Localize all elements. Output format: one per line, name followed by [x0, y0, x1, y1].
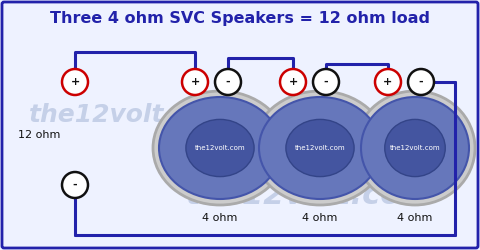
Text: -: - [419, 77, 423, 87]
Text: the12volt.com: the12volt.com [195, 145, 245, 151]
Circle shape [313, 69, 339, 95]
Ellipse shape [361, 97, 469, 199]
Ellipse shape [259, 97, 381, 199]
Circle shape [408, 69, 434, 95]
Ellipse shape [286, 120, 354, 176]
Text: the12volt.com: the12volt.com [390, 145, 440, 151]
Ellipse shape [253, 91, 387, 205]
Circle shape [375, 69, 401, 95]
Text: Three 4 ohm SVC Speakers = 12 ohm load: Three 4 ohm SVC Speakers = 12 ohm load [50, 10, 430, 26]
Circle shape [62, 69, 88, 95]
Text: 4 ohm: 4 ohm [302, 213, 338, 223]
Text: -: - [324, 77, 328, 87]
Text: -: - [72, 180, 77, 190]
Ellipse shape [159, 97, 281, 199]
Text: -: - [226, 77, 230, 87]
Circle shape [182, 69, 208, 95]
Text: the12volt.com: the12volt.com [28, 103, 231, 127]
Text: the12volt.com: the12volt.com [295, 145, 345, 151]
Text: the12volt.com: the12volt.com [186, 180, 434, 210]
Circle shape [62, 172, 88, 198]
Ellipse shape [153, 91, 287, 205]
Text: +: + [288, 77, 298, 87]
FancyBboxPatch shape [2, 2, 478, 248]
Text: +: + [384, 77, 393, 87]
Ellipse shape [355, 91, 475, 205]
Text: 4 ohm: 4 ohm [397, 213, 432, 223]
Text: 12 ohm: 12 ohm [18, 130, 60, 140]
Ellipse shape [385, 120, 445, 176]
Circle shape [280, 69, 306, 95]
Circle shape [215, 69, 241, 95]
Text: 4 ohm: 4 ohm [202, 213, 238, 223]
Text: +: + [191, 77, 200, 87]
Text: +: + [71, 77, 80, 87]
Ellipse shape [186, 120, 254, 176]
